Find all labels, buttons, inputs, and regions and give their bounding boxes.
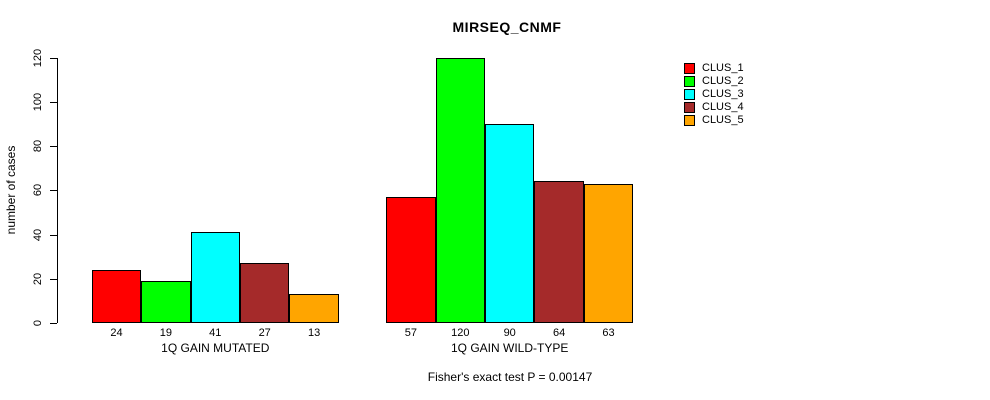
bar-clus_3-1q-gain-wild-type [485, 123, 535, 323]
bar-value-label: 24 [110, 327, 123, 339]
bar-clus_3-1q-gain-mutated [190, 232, 240, 323]
bar-value-label: 63 [602, 327, 615, 339]
x-axis-group-label: 1Q GAIN WILD-TYPE [451, 341, 569, 355]
bar-clus_2-1q-gain-mutated [141, 280, 191, 323]
legend-swatch-icon [684, 76, 695, 87]
y-axis-tick-label: 60 [32, 184, 44, 197]
legend-label: CLUS_1 [702, 62, 744, 74]
bar-clus_5-1q-gain-wild-type [583, 183, 634, 323]
y-axis-tick [50, 146, 57, 147]
bar-value-label: 27 [258, 327, 271, 339]
y-axis-tick-label: 120 [32, 48, 44, 67]
legend-row-clus_4: CLUS_4 [684, 101, 744, 114]
legend-swatch-icon [684, 115, 695, 126]
legend-row-clus_5: CLUS_5 [684, 114, 744, 127]
legend-label: CLUS_2 [702, 75, 744, 87]
x-axis-group-label: 1Q GAIN MUTATED [161, 341, 270, 355]
bar-value-label: 19 [159, 327, 172, 339]
bar-value-label: 57 [404, 327, 417, 339]
legend-row-clus_3: CLUS_3 [684, 88, 744, 101]
y-axis-tick-label: 80 [32, 139, 44, 153]
bar-clus_1-1q-gain-wild-type [386, 196, 436, 323]
legend-row-clus_2: CLUS_2 [684, 75, 744, 88]
legend-swatch-icon [684, 63, 695, 74]
y-axis-line [57, 57, 58, 323]
legend-swatch-icon [684, 89, 695, 100]
fisher-test-annotation: Fisher's exact test P = 0.00147 [427, 370, 593, 384]
y-axis-tick [50, 57, 57, 59]
y-axis-tick [50, 190, 57, 192]
legend-row-clus_1: CLUS_1 [684, 62, 744, 75]
y-axis-tick-label: 40 [32, 228, 44, 241]
legend-swatch-icon [684, 102, 695, 113]
bar-clus_2-1q-gain-wild-type [435, 57, 485, 323]
chart-title: MIRSEQ_CNMF [452, 19, 562, 35]
bar-value-label: 13 [307, 327, 321, 339]
y-axis-tick [50, 101, 57, 103]
y-axis-label: number of cases [4, 145, 18, 235]
legend-label: CLUS_4 [702, 101, 744, 113]
bar-clus_4-1q-gain-mutated [240, 263, 290, 323]
bar-clus_4-1q-gain-wild-type [534, 181, 584, 323]
y-axis-tick-label: 0 [32, 319, 44, 327]
legend-label: CLUS_3 [702, 88, 744, 100]
bar-value-label: 90 [503, 327, 516, 339]
y-axis-tick-label: 100 [32, 92, 44, 111]
bar-clus_5-1q-gain-mutated [289, 294, 339, 323]
y-axis-tick [50, 234, 57, 236]
legend-label: CLUS_5 [702, 114, 744, 126]
y-axis-tick [50, 278, 57, 280]
bar-clus_1-1q-gain-mutated [91, 269, 142, 323]
bar-value-label: 64 [552, 327, 566, 339]
bar-value-label: 41 [209, 327, 222, 339]
bar-value-label: 120 [451, 327, 470, 339]
y-axis-tick-label: 20 [32, 272, 44, 285]
y-axis-tick [50, 323, 57, 324]
legend: CLUS_1 CLUS_2 CLUS_3 CLUS_4 CLUS_5 [684, 62, 744, 127]
